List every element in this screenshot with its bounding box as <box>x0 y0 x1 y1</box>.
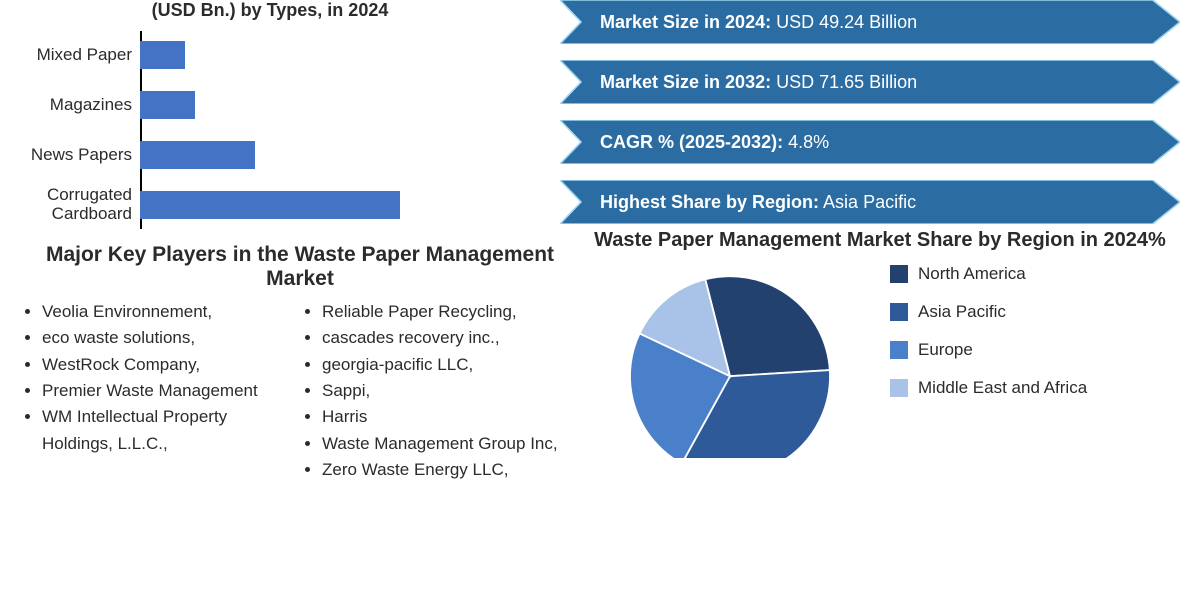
player-item: WM Intellectual Property Holdings, L.L.C… <box>42 404 290 457</box>
banner-text: CAGR % (2025-2032): 4.8% <box>600 132 829 153</box>
legend-swatch <box>890 379 908 397</box>
legend-swatch <box>890 303 908 321</box>
bar-label: Corrugated Cardboard <box>22 186 140 223</box>
players-list-1: Veolia Environnement,eco waste solutions… <box>20 299 290 483</box>
player-item: Waste Management Group Inc, <box>322 431 570 457</box>
bar-fill <box>140 141 255 169</box>
bar-row: Corrugated Cardboard <box>142 187 460 223</box>
bar-label: Mixed Paper <box>22 46 140 65</box>
player-item: WestRock Company, <box>42 352 290 378</box>
banner-text: Highest Share by Region: Asia Pacific <box>600 192 916 213</box>
bar-fill <box>140 91 195 119</box>
info-banner: Market Size in 2024: USD 49.24 Billion <box>560 0 1180 44</box>
bar-row: Magazines <box>142 87 460 123</box>
bar-fill <box>140 41 185 69</box>
player-item: Harris <box>322 404 570 430</box>
legend-swatch <box>890 265 908 283</box>
banner-text: Market Size in 2024: USD 49.24 Billion <box>600 12 917 33</box>
player-item: georgia-pacific LLC, <box>322 352 570 378</box>
legend-item: Asia Pacific <box>890 302 1087 322</box>
bar-chart: Mixed Paper Magazines News Papers Corrugate… <box>140 31 460 229</box>
bar-label: Magazines <box>22 96 140 115</box>
pie-chart-title: Waste Paper Management Market Share by R… <box>580 229 1180 252</box>
legend-item: North America <box>890 264 1087 284</box>
info-banners: Market Size in 2024: USD 49.24 Billion M… <box>520 0 1180 229</box>
info-banner: CAGR % (2025-2032): 4.8% <box>560 120 1180 164</box>
player-item: Premier Waste Management <box>42 378 290 404</box>
bar-label: News Papers <box>22 146 140 165</box>
legend-label: Asia Pacific <box>918 302 1006 322</box>
bar-row: Mixed Paper <box>142 37 460 73</box>
player-item: Veolia Environnement, <box>42 299 290 325</box>
player-item: cascades recovery inc., <box>322 325 570 351</box>
key-players-panel: Major Key Players in the Waste Paper Man… <box>20 229 580 483</box>
bar-row: News Papers <box>142 137 460 173</box>
bar-fill <box>140 191 400 219</box>
player-item: eco waste solutions, <box>42 325 290 351</box>
banner-text: Market Size in 2032: USD 71.65 Billion <box>600 72 917 93</box>
player-item: Zero Waste Energy LLC, <box>322 457 570 483</box>
player-item: Reliable Paper Recycling, <box>322 299 570 325</box>
pie-chart-panel: Waste Paper Management Market Share by R… <box>580 229 1180 483</box>
players-title: Major Key Players in the Waste Paper Man… <box>20 243 580 291</box>
bar-chart-title: (USD Bn.) by Types, in 2024 <box>20 0 520 21</box>
legend-item: Middle East and Africa <box>890 378 1087 398</box>
legend-label: Middle East and Africa <box>918 378 1087 398</box>
legend-item: Europe <box>890 340 1087 360</box>
legend-label: Europe <box>918 340 973 360</box>
legend-label: North America <box>918 264 1026 284</box>
bar-chart-panel: (USD Bn.) by Types, in 2024 Mixed PaperM… <box>20 0 520 229</box>
player-item: Sappi, <box>322 378 570 404</box>
players-list-2: Reliable Paper Recycling,cascades recove… <box>300 299 570 483</box>
pie-chart <box>590 258 870 458</box>
legend-swatch <box>890 341 908 359</box>
info-banner: Market Size in 2032: USD 71.65 Billion <box>560 60 1180 104</box>
info-banner: Highest Share by Region: Asia Pacific <box>560 180 1180 224</box>
pie-legend: North America Asia Pacific Europe Middle Ea… <box>890 258 1087 398</box>
